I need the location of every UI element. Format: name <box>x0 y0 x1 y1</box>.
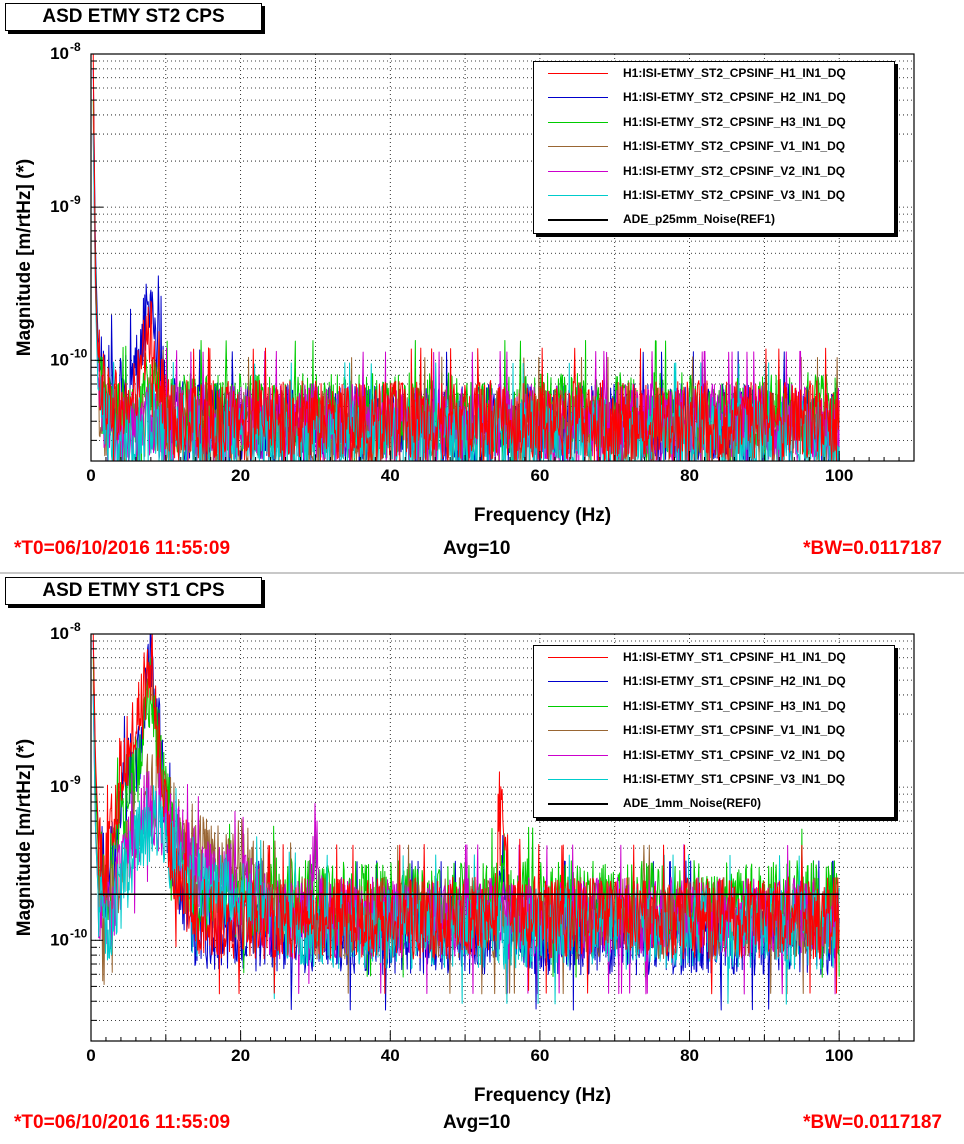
legend-swatch <box>548 170 608 172</box>
legend-swatch <box>548 754 608 756</box>
legend-swatch <box>548 803 608 806</box>
y-tick-label: 10 <box>50 624 69 643</box>
legend-label: H1:ISI-ETMY_ST2_CPSINF_V2_IN1_DQ <box>623 163 846 178</box>
chart-panel-st1: ASD ETMY ST1 CPS 0 20 40 60 80 100 10 -8 10 -9 10-… <box>0 572 964 1144</box>
x-tick-label: 20 <box>231 1046 250 1065</box>
legend-label: H1:ISI-ETMY_ST2_CPSINF_H1_IN1_DQ <box>623 66 846 80</box>
legend-label: ADE_p25mm_Noise(REF1) <box>623 212 776 227</box>
x-tick-label: 40 <box>381 466 400 485</box>
legend-label: H1:ISI-ETMY_ST1_CPSINF_V1_IN1_DQ <box>623 723 846 738</box>
x-tick-label: 100 <box>825 1046 853 1065</box>
legend-entry: H1:ISI-ETMY_ST2_CPSINF_H3_IN1_DQ <box>534 111 894 135</box>
averages-label: Avg=10 <box>443 1112 511 1133</box>
y-tick-exponent: -9 <box>70 773 81 787</box>
legend-label: ADE_1mm_Noise(REF0) <box>623 796 762 811</box>
plot-frame <box>90 53 915 462</box>
legend-entry: H1:ISI-ETMY_ST1_CPSINF_V1_IN1_DQ <box>534 719 894 743</box>
legend-swatch <box>548 219 608 222</box>
y-tick-exponent: -10 <box>70 926 88 940</box>
legend-swatch <box>548 146 608 148</box>
legend-label: H1:ISI-ETMY_ST2_CPSINF_V3_IN1_DQ <box>623 187 846 202</box>
y-tick-label: 10 <box>50 777 69 796</box>
y-axis-label: Magnitude [m/rtHz] (*) <box>14 739 35 936</box>
legend-label: H1:ISI-ETMY_ST1_CPSINF_H1_IN1_DQ <box>623 650 846 664</box>
x-tick-label: 40 <box>381 1046 400 1065</box>
legend-swatch <box>548 705 608 707</box>
y-axis-label: Magnitude [m/rtHz] (*) <box>14 159 35 356</box>
legend-entry: H1:ISI-ETMY_ST2_CPSINF_H2_IN1_DQ <box>534 86 894 110</box>
y-tick-label: 10 <box>50 197 69 216</box>
x-axis-label: Frequency (Hz) <box>474 505 611 526</box>
legend-entry: H1:ISI-ETMY_ST1_CPSINF_V3_IN1_DQ <box>534 768 894 792</box>
legend-label: H1:ISI-ETMY_ST2_CPSINF_H2_IN1_DQ <box>623 90 846 105</box>
legend-label: H1:ISI-ETMY_ST2_CPSINF_H3_IN1_DQ <box>623 114 846 129</box>
chart-legend: H1:ISI-ETMY_ST2_CPSINF_H1_IN1_DQ H1:ISI-E… <box>533 61 895 234</box>
legend-entry: H1:ISI-ETMY_ST1_CPSINF_V2_IN1_DQ <box>534 744 894 768</box>
chart-title: ASD ETMY ST1 CPS <box>5 577 262 605</box>
legend-swatch <box>548 657 608 658</box>
legend-label: H1:ISI-ETMY_ST1_CPSINF_H2_IN1_DQ <box>623 674 846 689</box>
y-tick-label: 10 <box>50 930 69 949</box>
legend-entry: ADE_p25mm_Noise(REF1) <box>534 208 894 232</box>
bandwidth-label: *BW=0.0117187 <box>803 538 942 559</box>
legend-label: H1:ISI-ETMY_ST2_CPSINF_V1_IN1_DQ <box>623 139 846 154</box>
averages-label: Avg=10 <box>443 538 511 559</box>
legend-swatch <box>548 73 608 74</box>
x-tick-label: 60 <box>530 1046 549 1065</box>
legend-swatch <box>548 97 608 99</box>
legend-label: H1:ISI-ETMY_ST1_CPSINF_V2_IN1_DQ <box>623 747 846 762</box>
chart-panel-st2: ASD ETMY ST2 CPS 0 20 40 60 80 100 10 -8 10 -9 10-… <box>5 3 942 559</box>
y-tick-exponent: -9 <box>70 193 81 207</box>
legend-entry: H1:ISI-ETMY_ST1_CPSINF_H2_IN1_DQ <box>534 670 894 694</box>
x-tick-label: 60 <box>530 466 549 485</box>
series-line <box>92 53 840 462</box>
bandwidth-label: *BW=0.0117187 <box>803 1112 942 1133</box>
x-axis-label: Frequency (Hz) <box>474 1085 611 1104</box>
y-tick-label: 10 <box>50 44 69 63</box>
y-tick-label: 10 <box>50 350 69 369</box>
start-time-label: *T0=06/10/2016 11:55:09 <box>14 1112 231 1133</box>
x-tick-label: 80 <box>680 466 699 485</box>
y-tick-exponent: -8 <box>70 620 81 634</box>
series-line <box>92 134 840 462</box>
legend-entry: H1:ISI-ETMY_ST2_CPSINF_V1_IN1_DQ <box>534 135 894 159</box>
x-tick-label: 80 <box>680 1046 699 1065</box>
legend-swatch <box>548 121 608 123</box>
series-line <box>92 633 840 995</box>
x-tick-label: 0 <box>86 466 95 485</box>
legend-swatch <box>548 194 608 196</box>
legend-entry: H1:ISI-ETMY_ST2_CPSINF_V2_IN1_DQ <box>534 160 894 184</box>
x-tick-label: 100 <box>825 466 853 485</box>
y-tick-exponent: -8 <box>70 40 81 54</box>
plot-frame <box>90 633 915 1042</box>
legend-entry: H1:ISI-ETMY_ST1_CPSINF_H3_IN1_DQ <box>534 695 894 719</box>
legend-entry: H1:ISI-ETMY_ST1_CPSINF_H1_IN1_DQ <box>534 646 894 670</box>
legend-swatch <box>548 730 608 732</box>
y-tick-exponent: -10 <box>70 346 88 360</box>
legend-swatch <box>548 778 608 780</box>
legend-entry: ADE_1mm_Noise(REF0) <box>534 792 894 816</box>
start-time-label: *T0=06/10/2016 11:55:09 <box>14 538 231 559</box>
legend-label: H1:ISI-ETMY_ST1_CPSINF_H3_IN1_DQ <box>623 698 846 713</box>
chart-title: ASD ETMY ST2 CPS <box>5 3 262 31</box>
x-tick-label: 20 <box>231 466 250 485</box>
legend-label: H1:ISI-ETMY_ST1_CPSINF_V3_IN1_DQ <box>623 771 846 786</box>
legend-entry: H1:ISI-ETMY_ST2_CPSINF_V3_IN1_DQ <box>534 184 894 208</box>
chart-legend: H1:ISI-ETMY_ST1_CPSINF_H1_IN1_DQ H1:ISI-E… <box>533 645 895 818</box>
x-tick-label: 0 <box>86 1046 95 1065</box>
legend-swatch <box>548 681 608 683</box>
legend-entry: H1:ISI-ETMY_ST2_CPSINF_H1_IN1_DQ <box>534 62 894 86</box>
